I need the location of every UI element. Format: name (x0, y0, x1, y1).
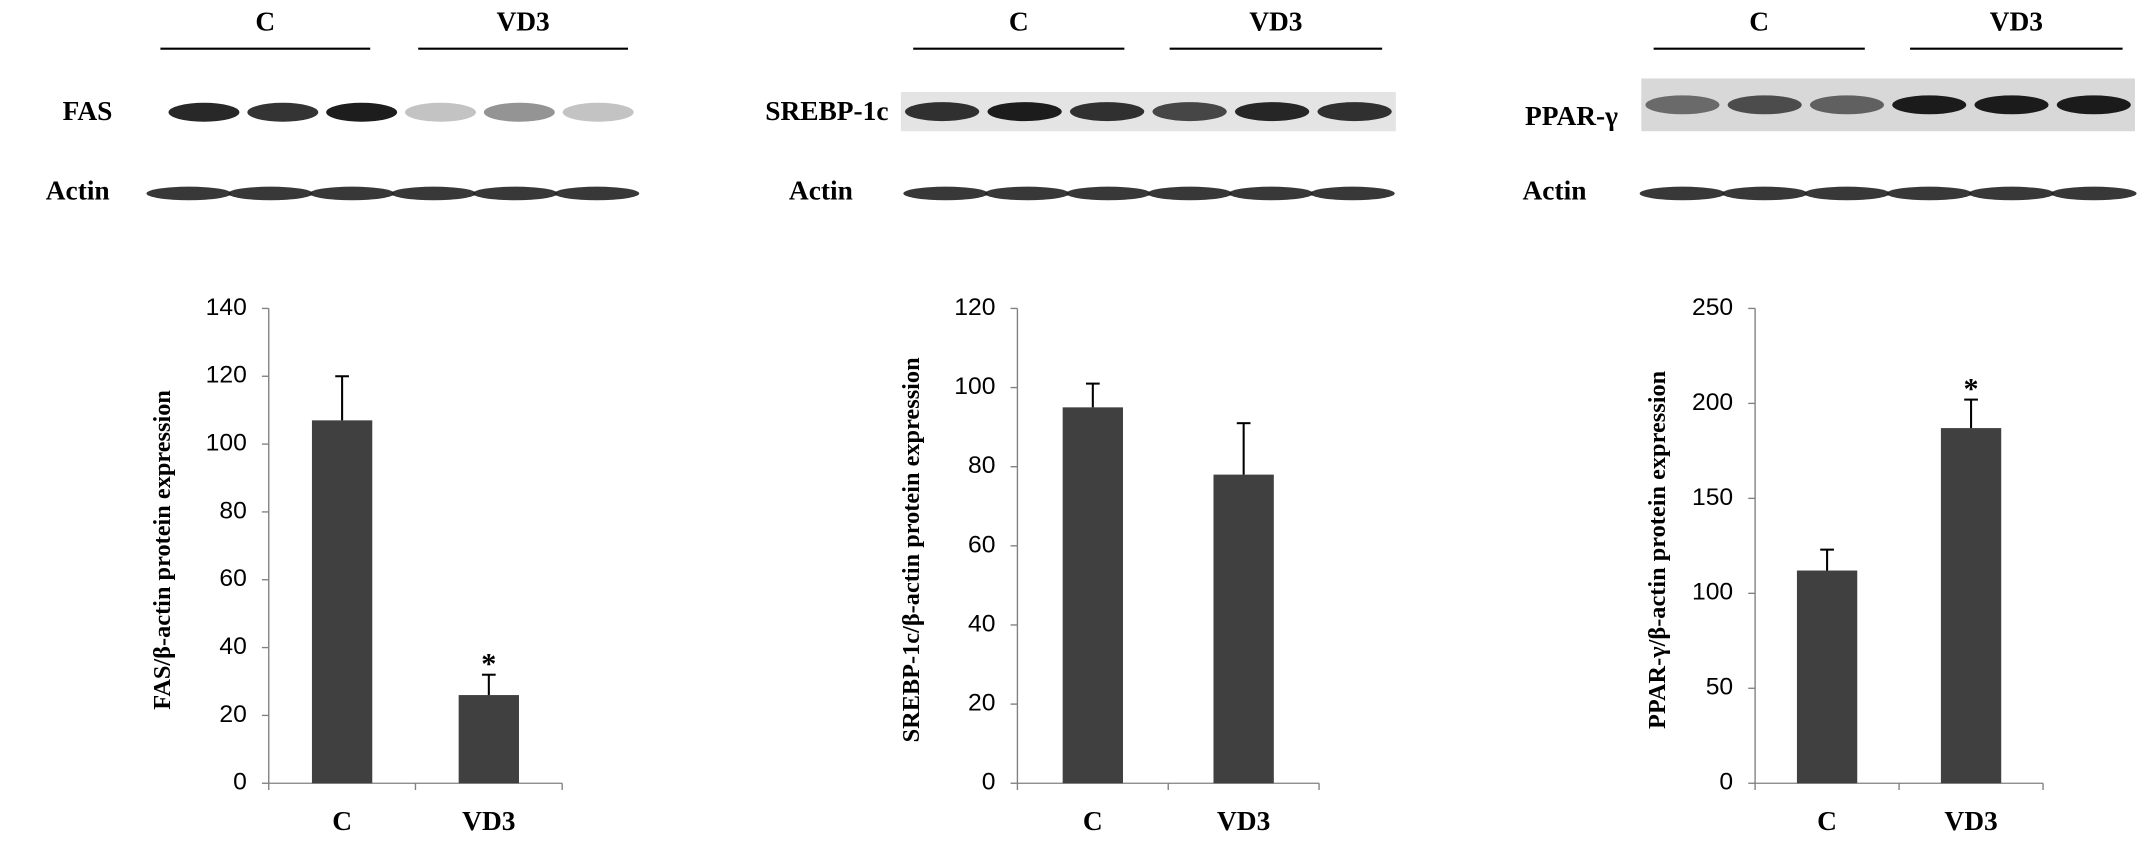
blot-band (168, 102, 240, 122)
blot-band (1809, 95, 1884, 115)
y-tick-label: 40 (968, 611, 995, 638)
y-tick-label: 120 (954, 294, 995, 321)
blot-band (1727, 95, 1802, 115)
x-tick-label: VD3 (462, 806, 515, 836)
bar (458, 695, 519, 784)
blot-band (562, 102, 634, 122)
y-tick-label: 100 (206, 430, 247, 457)
actin-band (472, 186, 558, 201)
actin-band (1066, 186, 1151, 201)
blot-band (405, 102, 476, 122)
y-tick-label: 140 (206, 294, 247, 321)
blot-band (1069, 102, 1145, 122)
y-tick-label: 100 (954, 373, 995, 400)
y-tick-label: 40 (219, 633, 246, 660)
significance-label: * (1964, 372, 1979, 405)
blot-label: Actin (1523, 176, 1587, 206)
y-tick-label: 20 (968, 690, 995, 717)
blot-label: Actin (789, 176, 853, 206)
x-tick-label: VD3 (1944, 806, 1997, 836)
y-tick-label: 200 (1692, 389, 1733, 416)
actin-band (554, 186, 640, 201)
actin-band (1721, 186, 1808, 201)
actin-band (2051, 186, 2137, 201)
blot-background (1641, 78, 2135, 132)
actin-band (146, 186, 232, 201)
bar (1940, 428, 2002, 784)
blot-band (1152, 102, 1227, 122)
blot-band (1645, 95, 1720, 115)
y-tick-label: 150 (1692, 484, 1733, 511)
group-label: VD3 (1990, 7, 2043, 37)
y-tick-label: 120 (206, 362, 247, 389)
y-tick-label: 60 (219, 565, 246, 592)
x-tick-label: C (1817, 806, 1837, 836)
blot-background (900, 91, 1396, 132)
y-tick-label: 250 (1692, 294, 1733, 321)
group-label: VD3 (1249, 7, 1302, 37)
y-tick-label: 0 (1719, 769, 1733, 796)
blot-band (483, 102, 555, 122)
x-tick-label: VD3 (1217, 806, 1270, 836)
blot-band (2056, 95, 2131, 115)
actin-band (1968, 186, 2055, 201)
y-axis-title: FAS/β-actin protein expression (149, 390, 176, 710)
blot-label: PPAR-γ (1525, 101, 1618, 131)
actin-band (1804, 186, 1890, 201)
y-tick-label: 20 (219, 701, 246, 728)
blot-label: Actin (46, 176, 110, 206)
blot-label: FAS (63, 96, 113, 126)
actin-band (228, 186, 313, 201)
bar (1213, 474, 1274, 784)
actin-band (1639, 186, 1726, 201)
y-tick-label: 50 (1706, 674, 1733, 701)
bar (1062, 407, 1123, 784)
actin-band (984, 186, 1070, 201)
group-label: C (255, 7, 275, 37)
blot-band (1234, 102, 1310, 122)
significance-label: * (481, 648, 496, 681)
y-tick-label: 80 (219, 497, 246, 524)
y-tick-label: 80 (968, 452, 995, 479)
blot-band (326, 102, 398, 122)
blot-label: SREBP-1c (765, 96, 888, 126)
blot-band (904, 102, 980, 122)
actin-band (1310, 186, 1395, 201)
actin-band (391, 186, 477, 201)
actin-band (309, 186, 395, 201)
actin-band (1228, 186, 1314, 201)
actin-band (1886, 186, 1973, 201)
bar (311, 420, 373, 784)
blot-band (987, 102, 1062, 122)
group-label: C (1009, 7, 1029, 37)
y-tick-label: 100 (1692, 579, 1733, 606)
blot-band (1892, 95, 1967, 115)
y-tick-label: 60 (968, 531, 995, 558)
x-tick-label: C (332, 806, 352, 836)
group-label: VD3 (496, 7, 549, 37)
y-axis-title: PPAR-γ/β-actin protein expression (1644, 370, 1671, 728)
y-tick-label: 0 (982, 769, 996, 796)
blot-band (1317, 102, 1392, 122)
x-tick-label: C (1083, 806, 1103, 836)
blot-band (247, 102, 319, 122)
blot-band (1974, 95, 2049, 115)
group-label: C (1749, 7, 1769, 37)
y-tick-label: 0 (233, 769, 247, 796)
actin-band (903, 186, 988, 201)
bar (1796, 570, 1858, 784)
y-axis-title: SREBP-1c/β-actin protein expression (898, 357, 925, 742)
actin-band (1147, 186, 1233, 201)
